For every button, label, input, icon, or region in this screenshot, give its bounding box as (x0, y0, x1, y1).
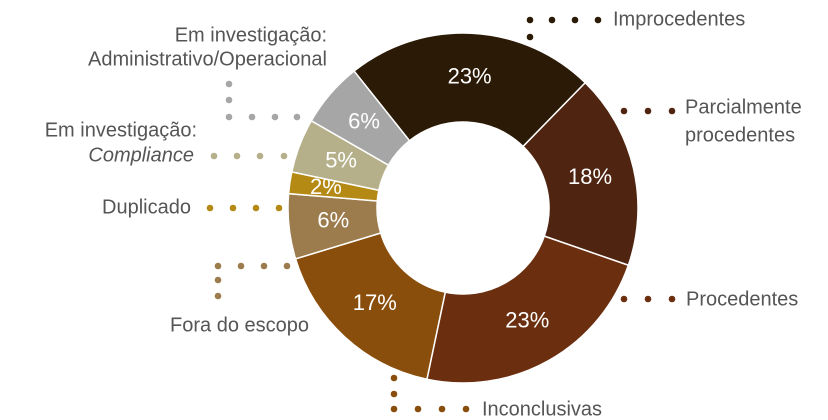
leader-dot (668, 295, 676, 303)
leader-dot (225, 96, 233, 104)
leader-dot (414, 405, 422, 413)
leader-dot (668, 107, 676, 115)
category-label: Fora do escopo (170, 314, 309, 336)
leader-dot (275, 204, 283, 212)
category-label: Improcedentes (613, 8, 745, 30)
leader-dot (293, 113, 301, 121)
leader-dot (390, 390, 398, 398)
leader-dot (248, 113, 256, 121)
leader-dot (526, 33, 534, 41)
donut-segment (310, 69, 411, 167)
leader-dot (526, 16, 534, 24)
value-label: 18% (568, 164, 612, 189)
leader-dot (594, 16, 602, 24)
value-label: 6% (317, 208, 349, 233)
category-label: procedentes (685, 124, 795, 146)
leader-dot (225, 113, 233, 121)
category-label: Administrativo/Operacional (88, 48, 327, 70)
leader-dot (644, 295, 652, 303)
leader-dot (206, 204, 214, 212)
leader-dot (571, 16, 579, 24)
leader-dot (229, 204, 237, 212)
leader-dot (390, 405, 398, 413)
category-label: Procedentes (686, 288, 798, 310)
category-label: Inconclusivas (482, 398, 602, 420)
leader-dot (214, 292, 222, 300)
value-label: 23% (448, 63, 492, 88)
leader-dot (548, 16, 556, 24)
donut-segment (294, 232, 447, 381)
leader-dot (644, 107, 652, 115)
leader-dot (620, 107, 628, 115)
value-label: 23% (505, 307, 549, 332)
category-label: Duplicado (102, 196, 191, 218)
leader-dot (256, 152, 264, 160)
donut-segment (522, 81, 639, 267)
value-label: 5% (325, 147, 357, 172)
leader-dot (283, 262, 291, 270)
leader-dot (462, 405, 470, 413)
leader-dot (620, 295, 628, 303)
leader-dot (260, 262, 268, 270)
category-label: Parcialmente (685, 96, 802, 118)
leader-dot (237, 262, 245, 270)
leader-dot (214, 262, 222, 270)
leader-dot (252, 204, 260, 212)
leader-dot (210, 152, 218, 160)
donut-segment (353, 32, 587, 148)
category-label: Em investigação: (175, 24, 327, 46)
donut-segment (426, 235, 630, 384)
leader-dot (438, 405, 446, 413)
leader-dot (225, 80, 233, 88)
value-label: 17% (353, 290, 397, 315)
value-label: 6% (348, 109, 380, 134)
category-label: Em investigação: (45, 119, 197, 141)
leader-dot (390, 374, 398, 382)
leader-dot (271, 113, 279, 121)
category-label: Compliance (88, 144, 194, 166)
leader-dot (233, 152, 241, 160)
leader-dot (214, 276, 222, 284)
leader-dot (280, 152, 288, 160)
